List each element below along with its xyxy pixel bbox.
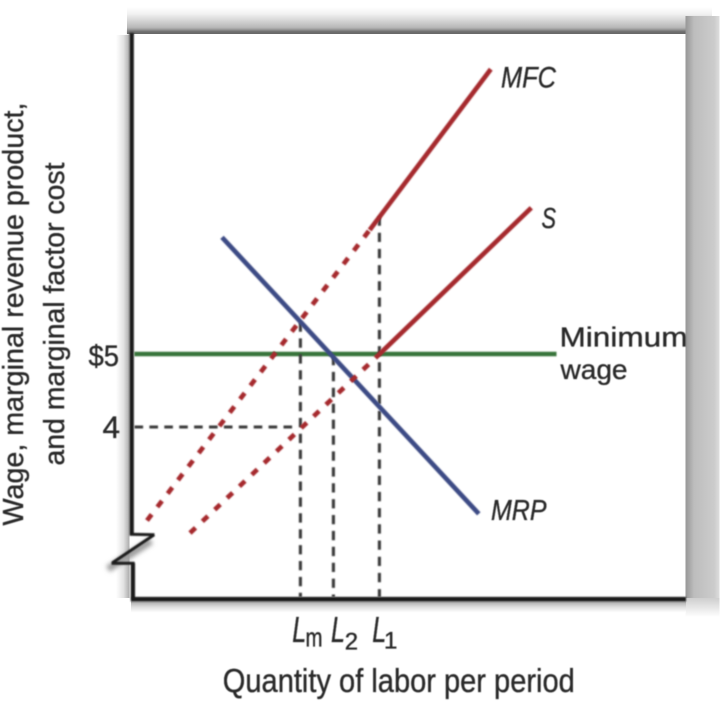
svg-text:Wage, marginal revenue product: Wage, marginal revenue product, [0,103,30,526]
svg-text:1: 1 [384,628,397,655]
svg-text:S: S [542,203,557,235]
svg-text:2: 2 [345,628,358,655]
svg-text:4: 4 [103,409,121,445]
svg-text:L: L [372,609,386,650]
svg-text:L: L [331,609,345,650]
svg-text:MRP: MRP [491,495,547,527]
svg-text:MFC: MFC [501,62,556,95]
svg-text:wage: wage [559,354,627,385]
svg-text:$5: $5 [89,340,120,373]
svg-text:Quantity of labor per period: Quantity of labor per period [223,662,575,699]
svg-text:Minimum: Minimum [560,322,688,353]
svg-text:and marginal factor cost: and marginal factor cost [39,163,71,466]
svg-text:L: L [292,609,306,650]
svg-text:m: m [306,623,323,653]
